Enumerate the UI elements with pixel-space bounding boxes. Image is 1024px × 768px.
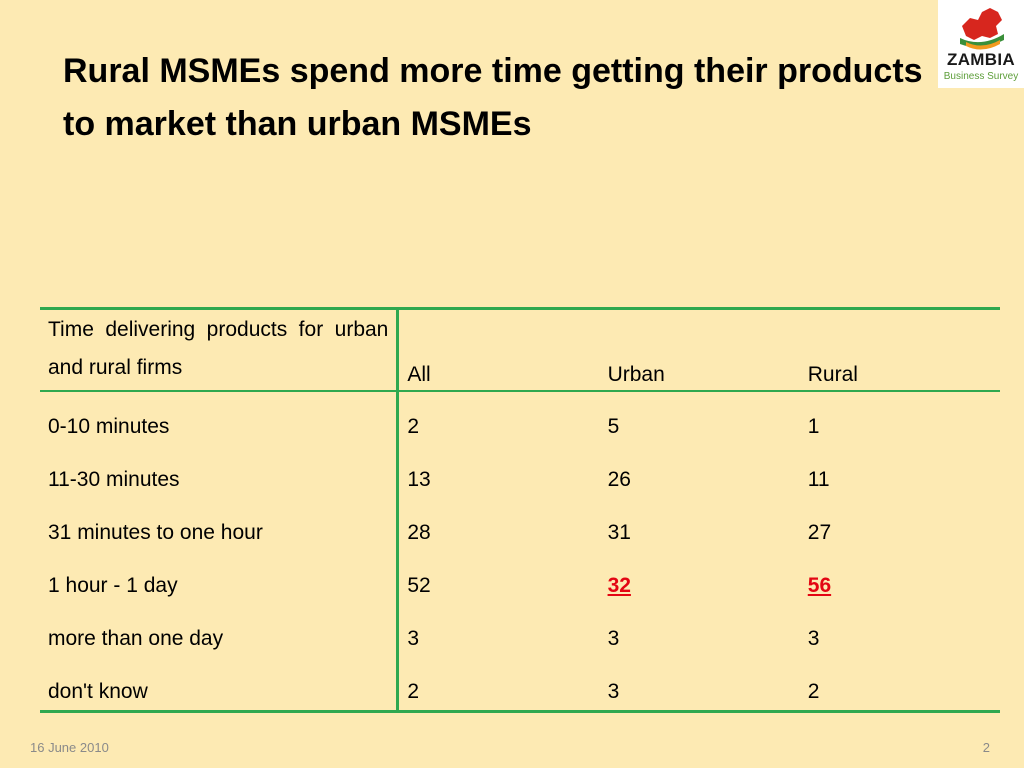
table-row: 11-30 minutes 13 26 11 [40,445,1000,498]
cell-urban: 26 [607,468,631,491]
cell-all: 13 [407,468,431,491]
page-number: 2 [982,740,990,755]
row-label: don't know [40,657,400,712]
zambia-map-icon [960,8,1004,50]
row-label: 1 hour - 1 day [40,551,400,604]
cell-all: 2 [407,415,420,438]
cell-urban: 3 [607,627,620,650]
footer-date: 16 June 2010 [30,740,109,755]
column-header-rural: Rural [807,363,858,386]
cell-rural: 11 [807,468,830,491]
zambia-business-survey-logo: ZAMBIA Business Survey [938,0,1024,88]
cell-all: 3 [407,627,420,650]
table-row: 1 hour - 1 day 52 32 56 [40,551,1000,604]
table-row: more than one day 3 3 3 [40,604,1000,657]
logo-word: ZAMBIA [947,50,1015,69]
cell-rural: 27 [807,521,832,544]
row-label: more than one day [40,604,400,657]
highlighted-cell-rural: 56 [807,574,832,597]
cell-all: 28 [407,521,431,544]
cell-urban: 5 [607,415,620,438]
column-header-all: All [407,363,431,386]
cell-all: 2 [407,680,420,703]
table-row: 31 minutes to one hour 28 31 27 [40,498,1000,551]
row-label: 31 minutes to one hour [40,498,400,551]
cell-all: 52 [407,574,431,597]
table-row: 0-10 minutes 2 5 1 [40,391,1000,445]
row-label: 0-10 minutes [40,391,400,445]
cell-urban: 3 [607,680,620,703]
column-header-urban: Urban [607,363,665,386]
table-row: don't know 2 3 2 [40,657,1000,712]
cell-rural: 2 [807,680,820,703]
slide-title: Rural MSMEs spend more time getting thei… [63,52,923,143]
cell-rural: 3 [807,627,820,650]
table-header-row: Time delivering products for urban and r… [40,308,1000,391]
highlighted-cell-urban: 32 [607,574,631,597]
cell-rural: 1 [807,415,820,438]
cell-urban: 31 [607,521,631,544]
logo-subtitle: Business Survey [943,71,1019,82]
header-label: Time delivering products for urban and r… [40,308,400,391]
delivery-time-table: Time delivering products for urban and r… [40,307,1000,713]
row-label: 11-30 minutes [40,445,400,498]
